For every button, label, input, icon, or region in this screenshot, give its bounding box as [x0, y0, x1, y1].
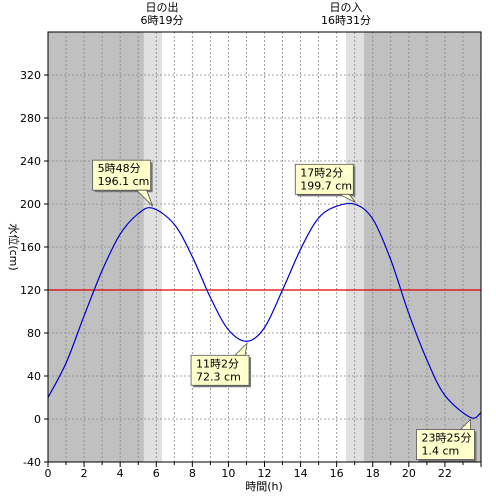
callout-pointer: [339, 193, 356, 203]
callout-time: 23時25分: [421, 431, 471, 444]
y-axis-label: 水位(cm): [7, 223, 21, 270]
callout-value: 199.7 cm: [300, 179, 352, 192]
tide-series-line: [47, 202, 482, 419]
x-tick-label: 10: [221, 467, 235, 480]
y-tick-label: 240: [20, 155, 41, 168]
callout-box: [92, 159, 152, 191]
sunrise-label: 日の出: [145, 0, 178, 14]
sunset-label: 日の入: [329, 1, 362, 14]
x-tick-label: 8: [189, 467, 196, 480]
axes: [44, 31, 482, 467]
x-tick-label: 16: [330, 467, 344, 480]
x-axis-label: 時間(h): [245, 480, 283, 493]
x-tick-label: 0: [45, 467, 52, 480]
y-tick-label: 280: [20, 112, 41, 125]
callout-pointer: [459, 418, 471, 430]
x-tick-label: 2: [81, 467, 88, 480]
callout-box: [416, 429, 475, 460]
x-tick-label: 6: [153, 467, 160, 480]
series-group: [47, 202, 482, 419]
sunset-header: 日の入 16時31分: [321, 1, 371, 27]
x-tick-label: 12: [258, 467, 272, 480]
y-tick-label: 320: [20, 69, 41, 82]
y-tick-label: 40: [27, 370, 41, 383]
sunrise-header: 日の出 6時19分: [140, 0, 183, 27]
callout-box: [190, 354, 250, 386]
x-tick-label: 14: [294, 467, 308, 480]
x-tick-label: 20: [402, 467, 416, 480]
callout-pointer: [135, 189, 154, 207]
callout-pointer: [234, 342, 248, 356]
y-tick-label: 200: [20, 198, 41, 211]
sunset-time: 16時31分: [321, 14, 371, 27]
tick-labels: 0 2 4 6 8 10 12 14 16 18 20 22 -40 0 40 80 120 160 200 240 2…: [20, 69, 452, 480]
callout-time: 17時2分: [300, 166, 343, 179]
twilight-band: [345, 32, 365, 462]
callout-value: 1.4 cm: [421, 444, 459, 457]
x-tick-label: 4: [117, 467, 124, 480]
callout-time: 11時2分: [196, 357, 239, 370]
x-tick-label: 18: [366, 467, 380, 480]
callout-value: 72.3 cm: [196, 370, 241, 383]
night-band: [48, 32, 144, 462]
y-tick-label: 160: [20, 241, 41, 254]
sunrise-time: 6時19分: [140, 14, 183, 27]
y-tick-label: 0: [34, 413, 41, 426]
callout-box: [294, 163, 354, 195]
y-tick-label: 80: [27, 327, 41, 340]
callout-time: 5時48分: [98, 162, 141, 175]
x-tick-label: 22: [438, 467, 452, 480]
callout-value: 196.1 cm: [98, 175, 150, 188]
grid-lines: [48, 32, 481, 462]
y-tick-label: 120: [20, 284, 41, 297]
y-tick-label: -40: [23, 456, 41, 469]
